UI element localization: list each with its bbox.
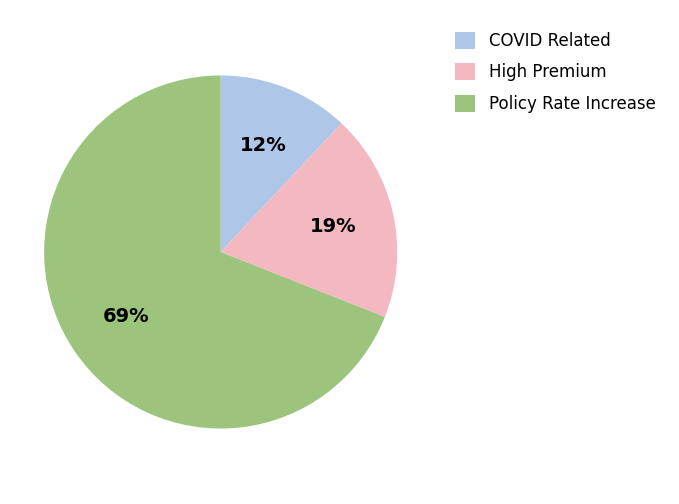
Text: 69%: 69% bbox=[103, 307, 149, 326]
Legend: COVID Related, High Premium, Policy Rate Increase: COVID Related, High Premium, Policy Rate… bbox=[447, 24, 664, 121]
Text: 12%: 12% bbox=[240, 136, 287, 155]
Text: 19%: 19% bbox=[310, 217, 356, 236]
Wedge shape bbox=[221, 123, 397, 317]
Wedge shape bbox=[44, 76, 385, 428]
Wedge shape bbox=[221, 76, 342, 252]
